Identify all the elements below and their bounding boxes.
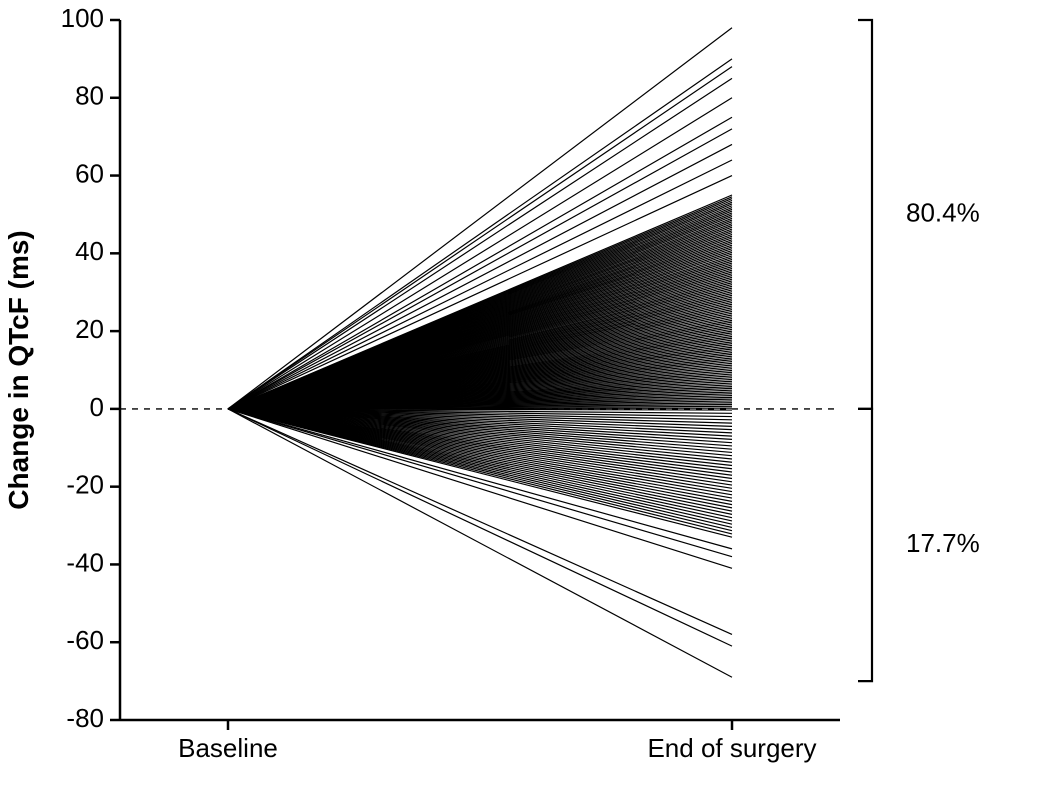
y-tick-label: 80 [75,81,104,111]
y-tick-label: -40 [66,547,104,577]
qtcf-change-chart: -80 -60 -40 -20 0 20 40 60 80 100 Baseline End of s… [0,0,1050,791]
y-tick-label: 100 [61,3,104,33]
y-tick-label: 40 [75,236,104,266]
percent-lower: 17.7% [906,528,980,558]
y-tick-label: -60 [66,625,104,655]
bracket-lower [858,409,872,681]
y-tick-label: -80 [66,703,104,733]
x-tick-end-label: End of surgery [647,733,816,763]
y-tick-label: 20 [75,314,104,344]
x-tick-baseline-label: Baseline [178,733,278,763]
chart-svg: -80 -60 -40 -20 0 20 40 60 80 100 Baseline End of s… [0,0,1050,791]
bracket-upper [858,20,872,409]
y-axis-title: Change in QTcF (ms) [3,230,34,510]
y-tick-label: 0 [90,392,104,422]
data-lines [228,28,732,677]
percent-upper: 80.4% [906,197,980,227]
y-tick-label: -20 [66,470,104,500]
y-tick-label: 60 [75,158,104,188]
